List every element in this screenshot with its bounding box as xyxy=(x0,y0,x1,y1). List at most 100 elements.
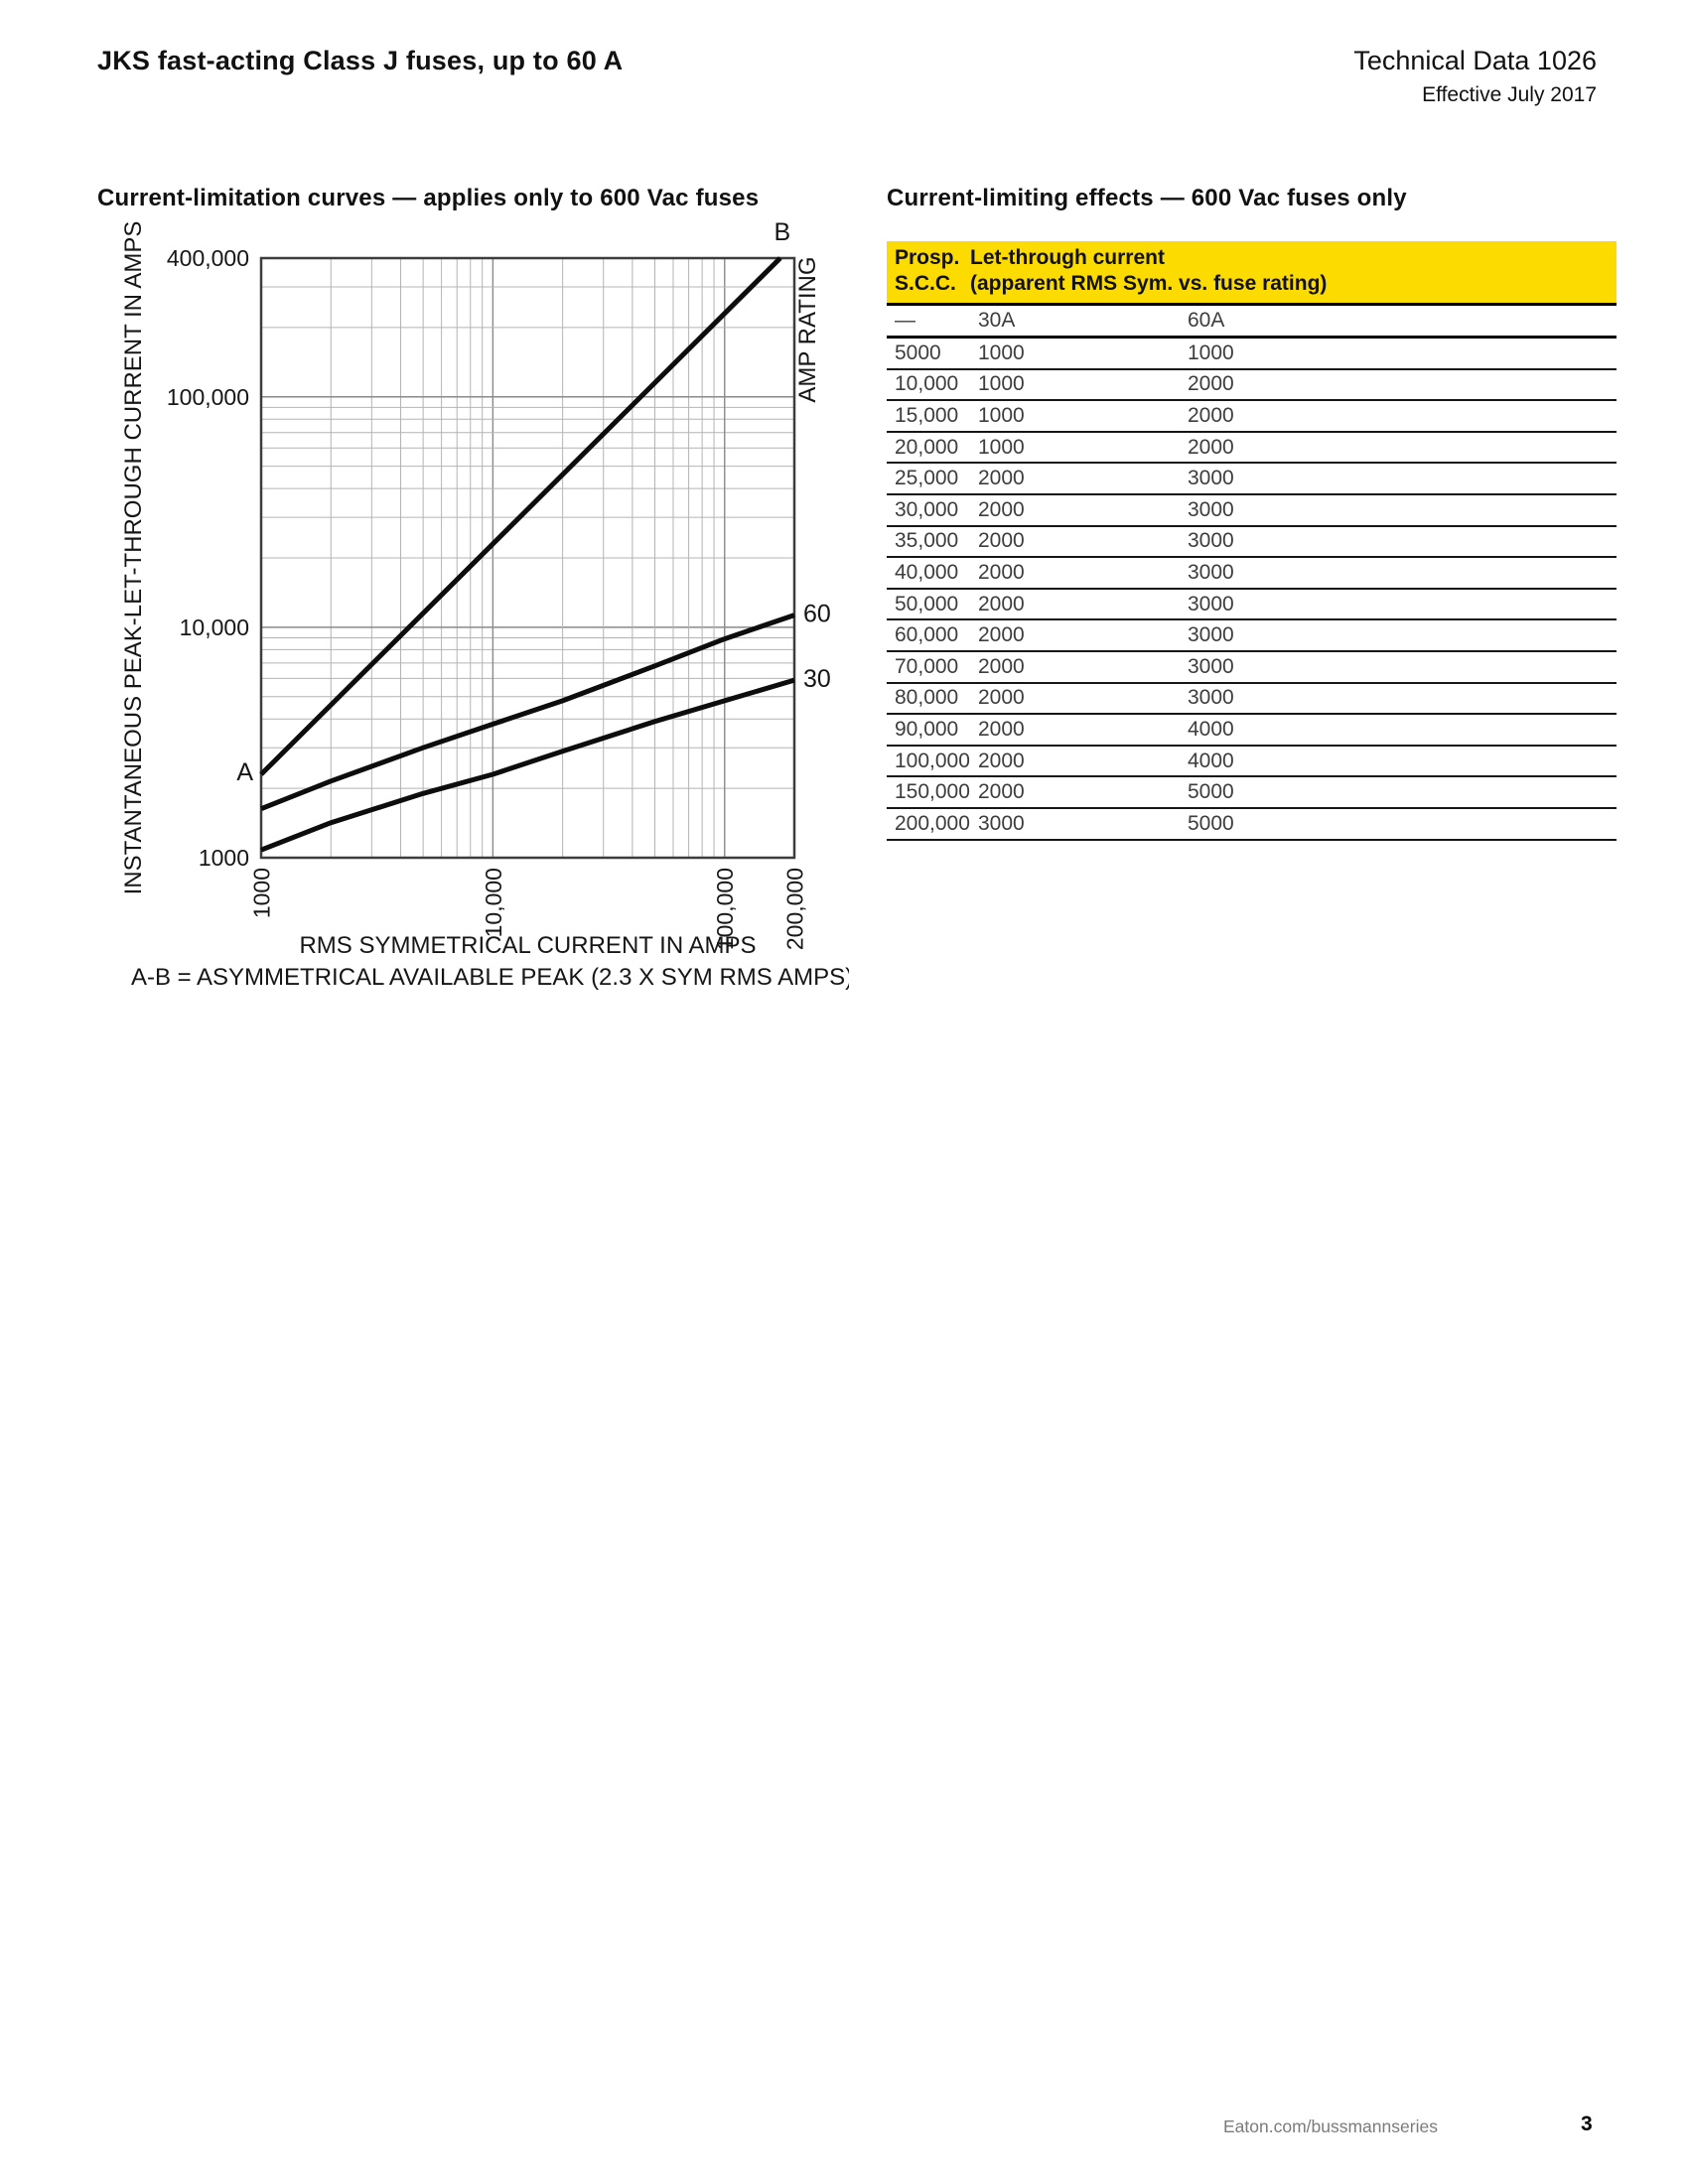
current-limitation-chart: A B 60 30 1000 10,000 100,000 400,000 1000 10,000… xyxy=(120,218,849,991)
table-row: 35,000 2000 3000 xyxy=(887,525,1617,559)
footer-link[interactable]: Eaton.com/bussmannseries xyxy=(1223,2116,1438,2136)
table-cell: 25,000 xyxy=(887,463,978,495)
table-row: 60,000 2000 3000 xyxy=(887,619,1617,652)
chart-caption: A-B = ASYMMETRICAL AVAILABLE PEAK (2.3 X… xyxy=(131,964,849,991)
curve-asymmetrical-available-peak xyxy=(259,256,782,776)
page-number: 3 xyxy=(1581,2113,1593,2135)
table-row: 40,000 2000 3000 xyxy=(887,557,1617,590)
table-row: —30A 60A xyxy=(887,306,1617,339)
table-row: 20,000 1000 2000 xyxy=(887,431,1617,465)
table-header-band: Prosp. S.C.C. Let-through current (appar… xyxy=(887,241,1617,306)
table-cell: 2000 xyxy=(978,650,1188,684)
current-limiting-table: Prosp. S.C.C. Let-through current (appar… xyxy=(887,241,1617,841)
table-cell: 2000 xyxy=(978,493,1188,527)
table-row: 70,000 2000 3000 xyxy=(887,650,1617,684)
table-header-col1: Prosp. S.C.C. xyxy=(887,245,970,297)
table-cell: 3000 xyxy=(1188,525,1617,559)
table-cell: 2000 xyxy=(978,745,1188,778)
table-cell: 3000 xyxy=(1188,619,1617,652)
table-cell: 30,000 xyxy=(887,493,978,527)
table-cell: 1000 xyxy=(978,431,1188,465)
table-cell: 2000 xyxy=(1188,431,1617,465)
header-line: Prosp. xyxy=(895,246,960,269)
table-header-col2: Let-through current (apparent RMS Sym. v… xyxy=(970,245,1617,297)
table-cell: 3000 xyxy=(1188,557,1617,590)
table-row: 90,000 2000 4000 xyxy=(887,714,1617,747)
table-cell: 10,000 xyxy=(887,368,978,402)
table-cell: 1000 xyxy=(1188,337,1617,370)
table-cell: 70,000 xyxy=(887,650,978,684)
table-cell: 2000 xyxy=(1188,400,1617,433)
table-cell: 20,000 xyxy=(887,431,978,465)
curve-30A-fuse xyxy=(260,677,795,853)
page-title: JKS fast-acting Class J fuses, up to 60 … xyxy=(97,46,624,75)
table-row: 30,000 2000 3000 xyxy=(887,493,1617,527)
table-cell: 3000 xyxy=(1188,463,1617,495)
table-row: 10,000 1000 2000 xyxy=(887,368,1617,402)
plot-border xyxy=(259,256,796,860)
curve-60A-fuse xyxy=(260,613,795,812)
table-cell: 15,000 xyxy=(887,400,978,433)
y-tick-label: 1000 xyxy=(199,845,249,871)
table-cell: 3000 xyxy=(1188,682,1617,716)
table-cell: 2000 xyxy=(1188,368,1617,402)
x-axis-title: RMS SYMMETRICAL CURRENT IN AMPS xyxy=(299,932,756,959)
y-tick-label: 10,000 xyxy=(180,614,249,640)
table-cell: 35,000 xyxy=(887,525,978,559)
table-cell: 80,000 xyxy=(887,682,978,716)
table-title: Current-limiting effects — 600 Vac fuses… xyxy=(887,185,1407,211)
doc-meta: Technical Data 1026 Effective July 2017 xyxy=(1353,46,1597,107)
table-cell: 90,000 xyxy=(887,714,978,747)
curve-endpoint-a-label: A xyxy=(236,758,253,786)
y-tick-label: 100,000 xyxy=(167,384,249,410)
table-cell: 3000 xyxy=(1188,493,1617,527)
x-tick-label: 100,000 xyxy=(712,868,738,950)
header-line: S.C.C. xyxy=(895,272,956,295)
table-cell: 5000 xyxy=(887,337,978,370)
table-cell: 2000 xyxy=(978,463,1188,495)
table-cell: 2000 xyxy=(978,714,1188,747)
table-cell: 1000 xyxy=(978,337,1188,370)
table-cell: 3000 xyxy=(1188,588,1617,621)
doc-reference: Technical Data 1026 xyxy=(1353,46,1597,75)
table-cell: 100,000 xyxy=(887,745,978,778)
table-row: 150,000 2000 5000 xyxy=(887,776,1617,809)
amp-rating-label-60: 60 xyxy=(803,601,831,628)
table-row: 5000 1000 1000 xyxy=(887,337,1617,370)
table-body: —30A 60A 5000 1000 1000 10,000 1000 2000 15,000 1… xyxy=(887,306,1617,841)
right-axis-title: AMP RATING xyxy=(794,256,821,402)
table-cell: 1000 xyxy=(978,400,1188,433)
x-tick-label: 10,000 xyxy=(481,868,506,937)
table-cell: 40,000 xyxy=(887,557,978,590)
limits-table: —30A 60A 5000 1000 1000 10,000 1000 2000 15,000 1… xyxy=(887,306,1617,841)
table-cell: 2000 xyxy=(978,682,1188,716)
x-tick-label: 200,000 xyxy=(782,868,808,950)
table-cell: 3000 xyxy=(1188,650,1617,684)
table-cell: 3000 xyxy=(978,807,1188,841)
table-cell: 4000 xyxy=(1188,714,1617,747)
effective-date: Effective July 2017 xyxy=(1422,83,1597,106)
table-cell: 5000 xyxy=(1188,776,1617,809)
table-cell: 2000 xyxy=(978,588,1188,621)
table-row: 15,000 1000 2000 xyxy=(887,400,1617,433)
table-cell: 4000 xyxy=(1188,745,1617,778)
table-row: 80,000 2000 3000 xyxy=(887,682,1617,716)
table-cell: 50,000 xyxy=(887,588,978,621)
amp-rating-label-30: 30 xyxy=(803,665,831,693)
y-axis-title: INSTANTANEOUS PEAK-LET-THROUGH CURRENT I… xyxy=(120,221,147,895)
table-cell: 2000 xyxy=(978,776,1188,809)
table-row: 200,000 3000 5000 xyxy=(887,807,1617,841)
y-tick-label: 400,000 xyxy=(167,245,249,271)
header-line: (apparent RMS Sym. vs. fuse rating) xyxy=(970,272,1328,295)
table-cell: 1000 xyxy=(978,368,1188,402)
table-row: 25,000 2000 3000 xyxy=(887,463,1617,495)
table-row: 100,000 2000 4000 xyxy=(887,745,1617,778)
table-cell: — xyxy=(887,306,978,339)
table-cell: 150,000 xyxy=(887,776,978,809)
table-cell: 30A xyxy=(978,306,1188,339)
table-row: 50,000 2000 3000 xyxy=(887,588,1617,621)
table-cell: 2000 xyxy=(978,557,1188,590)
curve-endpoint-b-label: B xyxy=(774,218,790,246)
table-cell: 2000 xyxy=(978,525,1188,559)
